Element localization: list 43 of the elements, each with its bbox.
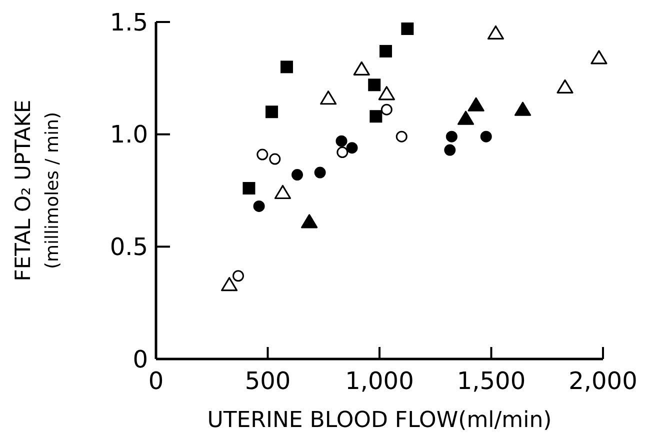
x-tick-label: 500 <box>244 367 291 395</box>
point <box>457 110 474 125</box>
point <box>487 25 504 40</box>
point <box>256 148 268 160</box>
point <box>444 144 456 156</box>
point <box>556 79 574 94</box>
point <box>346 142 358 154</box>
x-tick-label: 1,500 <box>456 367 526 395</box>
point <box>590 50 608 64</box>
point <box>380 104 392 116</box>
point <box>336 146 348 158</box>
x-axis-title: UTERINE BLOOD FLOW(ml/min) <box>207 408 552 433</box>
point <box>353 61 370 76</box>
y-tick-label: 1.5 <box>110 8 148 36</box>
point <box>266 106 278 118</box>
y-tick-label: 1.0 <box>110 120 148 149</box>
point <box>446 130 458 142</box>
point <box>336 135 348 147</box>
point <box>242 182 256 195</box>
point <box>514 102 532 116</box>
point <box>378 86 395 100</box>
x-tick-label: 2,000 <box>568 367 638 395</box>
point <box>292 169 303 181</box>
point <box>468 97 484 112</box>
point <box>380 44 392 58</box>
point <box>480 130 492 142</box>
point <box>269 153 281 165</box>
point <box>401 22 414 35</box>
point <box>320 90 337 105</box>
point <box>396 130 408 142</box>
y-tick-label: 0 <box>132 345 148 374</box>
point <box>274 184 292 200</box>
point <box>368 78 381 92</box>
point <box>221 277 238 292</box>
point <box>232 270 244 282</box>
point <box>314 166 326 178</box>
x-tick-label: 1,000 <box>345 367 414 395</box>
y-tick-label: 0.5 <box>110 233 148 262</box>
point <box>301 214 318 228</box>
point <box>370 110 382 123</box>
point <box>280 60 293 74</box>
point <box>253 200 265 212</box>
y-axis-title: FETAL O₂ UPTAKE (millimoles / min) <box>11 100 63 282</box>
